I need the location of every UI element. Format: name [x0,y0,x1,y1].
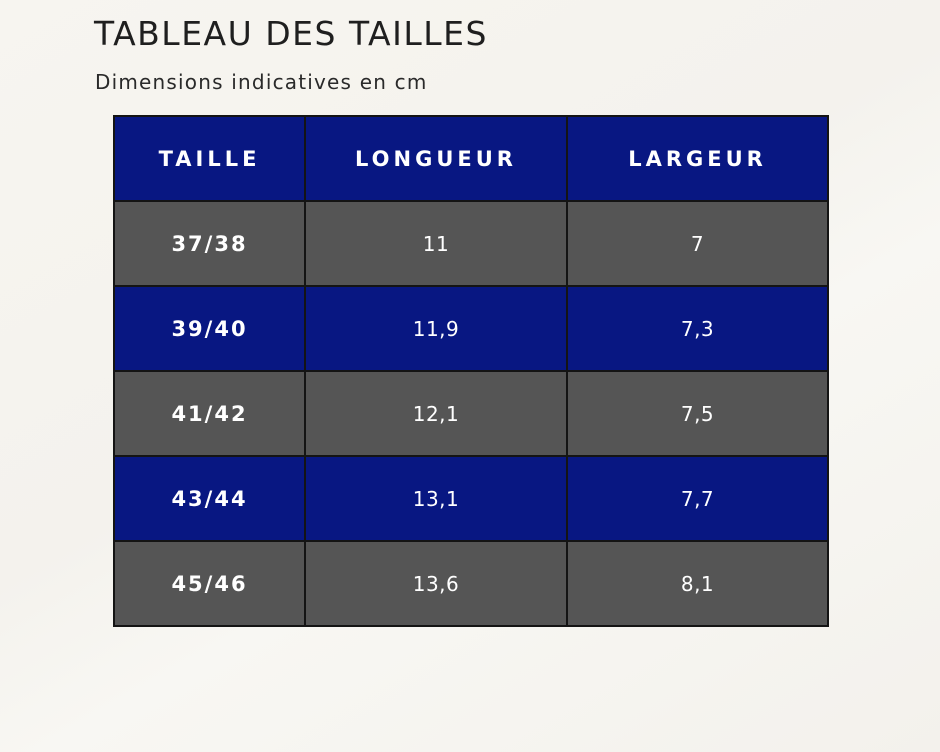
table-row: 43/44 13,1 7,7 [113,455,829,542]
length-cell: 11 [304,200,568,287]
column-header-length: LONGUEUR [304,115,568,202]
table-row: 45/46 13,6 8,1 [113,540,829,627]
width-cell: 8,1 [566,540,829,627]
width-cell: 7 [566,200,829,287]
size-cell: 43/44 [113,455,306,542]
width-cell: 7,5 [566,370,829,457]
length-cell: 13,6 [304,540,568,627]
length-cell: 13,1 [304,455,568,542]
table-row: 37/38 11 7 [113,200,829,287]
column-header-size: TAILLE [113,115,306,202]
size-cell: 45/46 [113,540,306,627]
width-cell: 7,3 [566,285,829,372]
page-title: TABLEAU DES TAILLES [94,14,488,53]
length-cell: 12,1 [304,370,568,457]
width-cell: 7,7 [566,455,829,542]
page-subtitle: Dimensions indicatives en cm [95,70,428,94]
header-row: TAILLE LONGUEUR LARGEUR [113,115,829,202]
size-chart-table: TAILLE LONGUEUR LARGEUR 37/38 11 7 39/40… [113,115,829,627]
size-cell: 41/42 [113,370,306,457]
length-cell: 11,9 [304,285,568,372]
table-header: TAILLE LONGUEUR LARGEUR [113,115,829,202]
table-row: 41/42 12,1 7,5 [113,370,829,457]
table-body: 37/38 11 7 39/40 11,9 7,3 41/42 12,1 7,5… [113,200,829,627]
column-header-width: LARGEUR [566,115,829,202]
size-cell: 37/38 [113,200,306,287]
table-row: 39/40 11,9 7,3 [113,285,829,372]
size-cell: 39/40 [113,285,306,372]
